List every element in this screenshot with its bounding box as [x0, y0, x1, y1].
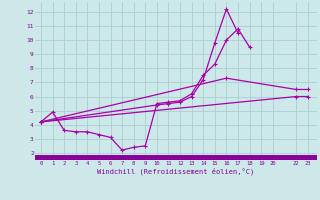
X-axis label: Windchill (Refroidissement éolien,°C): Windchill (Refroidissement éolien,°C) — [97, 168, 255, 175]
Bar — [35, 155, 317, 160]
